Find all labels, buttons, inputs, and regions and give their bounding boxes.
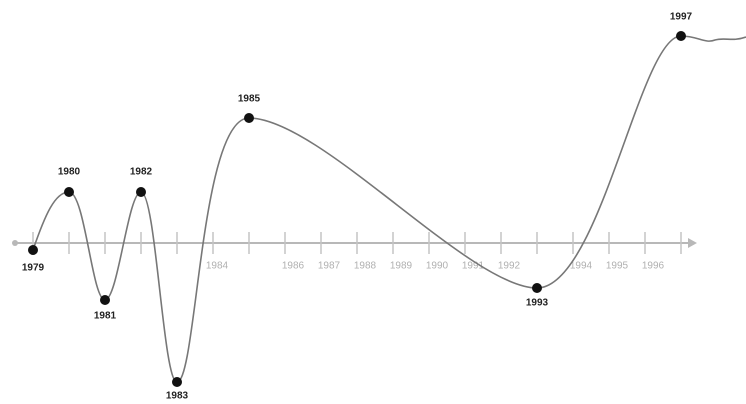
tick-label: 1995 [606,261,629,272]
timeline-curve [32,35,746,383]
tick-label: 1991 [462,261,485,272]
tick-label: 1994 [570,261,593,272]
tick-label: 1984 [206,261,229,272]
ticks: 1984 1986 1987 1988 1989 1990 1991 1992 1994 1995… [32,232,682,272]
point [136,187,146,197]
tick-label: 1988 [354,261,377,272]
point-label: 1983 [166,391,189,402]
point [676,31,686,41]
point [172,377,182,387]
point [28,245,38,255]
tick-label: 1996 [642,261,665,272]
point [532,283,542,293]
point-label: 1985 [238,94,261,105]
point [244,113,254,123]
tick-label: 1990 [426,261,449,272]
point-label: 1993 [526,298,549,309]
point-label: 1980 [58,167,81,178]
tick-label: 1987 [318,261,341,272]
point-label: 1997 [670,12,693,23]
tick-label: 1989 [390,261,413,272]
point-label: 1979 [22,263,45,274]
axis-start [12,240,18,246]
point-label: 1982 [130,167,153,178]
tick-label: 1986 [282,261,305,272]
axis-arrow [688,238,697,248]
points: 1979 1980 1981 1982 1983 1985 1993 1997 [22,12,693,402]
tick-label: 1992 [498,261,521,272]
point-label: 1981 [94,311,117,322]
point [64,187,74,197]
point [100,295,110,305]
